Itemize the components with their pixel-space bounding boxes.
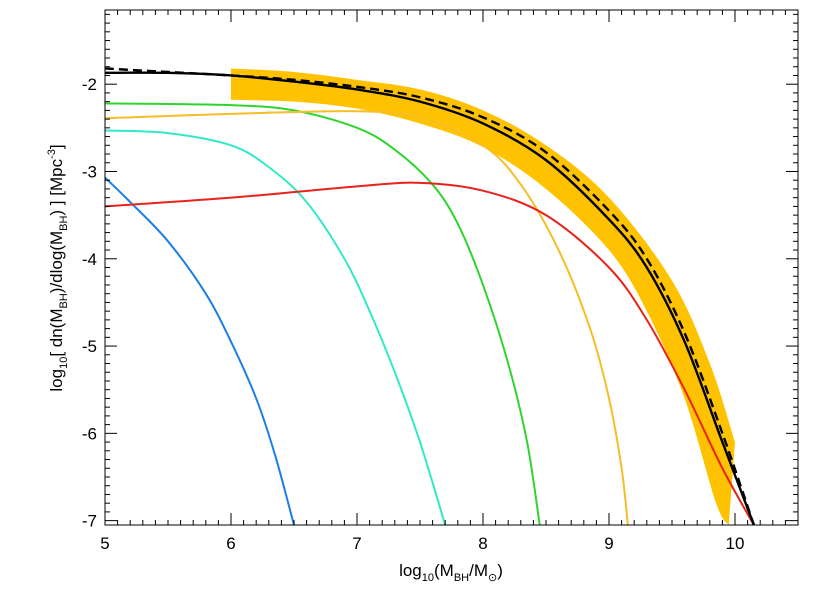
y-axis-label-prefix: log xyxy=(47,369,66,392)
series-line-2 xyxy=(105,102,541,525)
x-tick-label-8: 8 xyxy=(478,534,487,553)
series-group xyxy=(105,67,756,525)
x-axis-label-close: ) xyxy=(497,561,503,580)
series-line-3 xyxy=(105,110,629,525)
x-tick-label-6: 6 xyxy=(226,534,235,553)
x-tick-labels: 5 6 7 8 9 10 xyxy=(100,534,744,553)
series-line-1 xyxy=(105,129,447,525)
x-axis-label: log10(MBH/M⊙) xyxy=(399,561,503,584)
y-tick-labels: -7 -6 -5 -4 -3 -2 xyxy=(82,75,97,530)
x-axis-label-sub2: ⊙ xyxy=(488,572,497,584)
y-axis-label-sup: -3 xyxy=(46,149,58,159)
x-tick-label-5: 5 xyxy=(100,534,109,553)
x-tick-label-9: 9 xyxy=(604,534,613,553)
y-axis-label-sub1: BH xyxy=(58,293,70,308)
y-axis-label-part4: ] xyxy=(47,144,66,149)
x-tick-label-7: 7 xyxy=(352,534,361,553)
y-tick-label--2: -2 xyxy=(82,75,97,94)
y-axis-label-sub2: BH xyxy=(58,216,70,231)
x-axis-label-open: (M xyxy=(434,561,454,580)
series-line-6 xyxy=(105,71,756,525)
x-axis-label-prefix: log xyxy=(399,561,422,580)
y-tick-label--5: -5 xyxy=(82,337,97,356)
series-line-4 xyxy=(105,181,755,525)
ticks xyxy=(104,10,799,525)
y-tick-label--4: -4 xyxy=(82,250,97,269)
y-tick-label--3: -3 xyxy=(82,162,97,181)
y-axis-label-part3: ) ] [Mpc xyxy=(47,158,66,215)
plot-area xyxy=(105,67,756,525)
y-tick-label--7: -7 xyxy=(82,512,97,531)
y-axis-label-part2: )/dlog(M xyxy=(47,231,66,293)
x-tick-label-10: 10 xyxy=(726,534,745,553)
x-axis-label-prefix-sub: 10 xyxy=(422,572,434,584)
x-axis-label-slash: /M xyxy=(469,561,488,580)
x-axis-label-sub1: BH xyxy=(454,572,469,584)
y-axis-label-prefix-sub: 10 xyxy=(58,357,70,369)
series-line-0 xyxy=(105,176,295,525)
y-tick-label--6: -6 xyxy=(82,424,97,443)
y-axis-label-part1: [ dn(M xyxy=(47,308,66,356)
y-axis-label: log10[ dn(MBH)/dlog(MBH) ] [Mpc-3] xyxy=(46,144,70,391)
